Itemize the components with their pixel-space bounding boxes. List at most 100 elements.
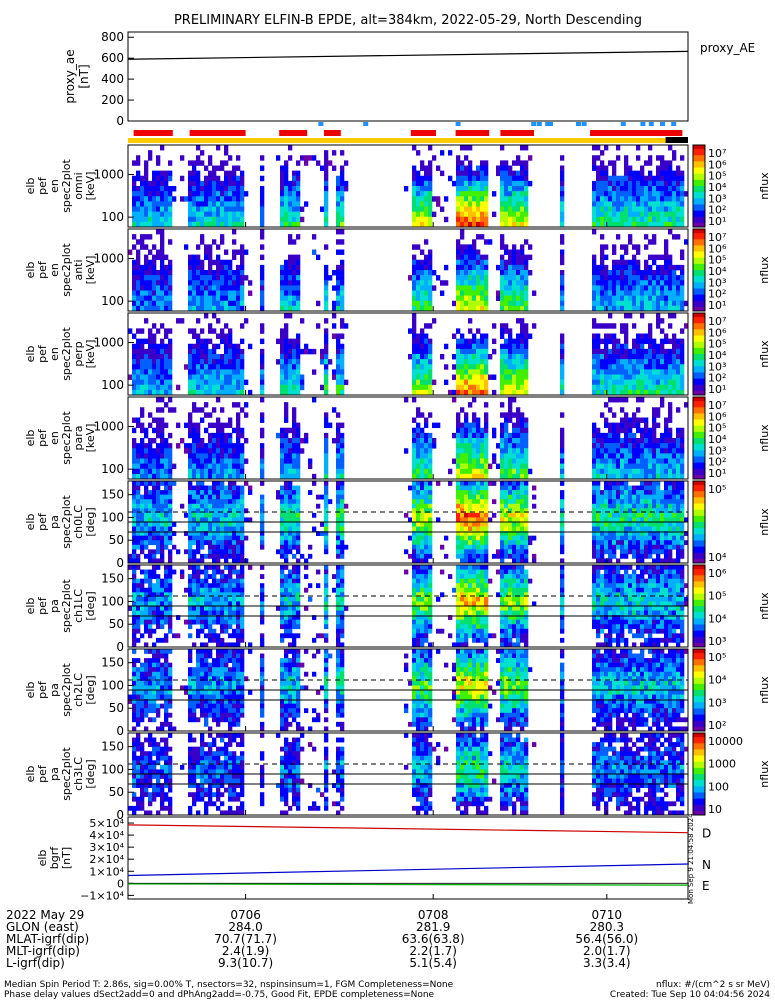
heatmap-cell bbox=[464, 508, 469, 514]
heatmap-cell bbox=[224, 553, 229, 559]
heatmap-cell bbox=[620, 175, 625, 182]
heatmap-cell bbox=[464, 359, 469, 365]
heatmap-cell bbox=[200, 379, 205, 386]
heatmap-cell bbox=[524, 417, 529, 423]
heatmap-cell bbox=[220, 468, 225, 475]
heatmap-cell bbox=[656, 348, 661, 355]
heatmap-cell bbox=[428, 540, 433, 546]
heatmap-cell bbox=[196, 512, 201, 518]
heatmap-cell bbox=[204, 338, 209, 345]
heatmap-cell bbox=[676, 364, 681, 370]
heatmap-cell bbox=[476, 468, 481, 475]
heatmap-cell bbox=[480, 338, 485, 345]
heatmap-cell bbox=[468, 305, 473, 312]
heatmap-cell bbox=[160, 175, 165, 182]
heatmap-cell bbox=[420, 490, 425, 495]
heatmap-cell bbox=[480, 270, 485, 276]
heatmap-cell bbox=[260, 494, 265, 500]
heatmap-cell bbox=[448, 150, 453, 156]
heatmap-cell bbox=[208, 275, 213, 281]
heatmap-cell bbox=[676, 275, 681, 281]
heatmap-cell bbox=[476, 275, 481, 281]
heatmap-cell bbox=[180, 503, 185, 509]
heatmap-cell bbox=[512, 259, 517, 266]
heatmap-cell bbox=[644, 389, 649, 396]
heatmap-cell bbox=[512, 438, 517, 444]
heatmap-cell bbox=[504, 374, 509, 380]
heatmap-cell bbox=[512, 254, 517, 261]
heatmap-cell bbox=[140, 186, 145, 192]
heatmap-cell bbox=[516, 389, 521, 396]
heatmap-cell bbox=[680, 364, 685, 370]
heatmap-cell bbox=[512, 191, 517, 197]
colorbar-cell bbox=[693, 438, 705, 441]
heatmap-cell bbox=[412, 175, 417, 182]
heatmap-cell bbox=[320, 359, 325, 365]
heatmap-cell bbox=[284, 517, 289, 523]
heatmap-cell bbox=[192, 432, 197, 439]
heatmap-cell bbox=[508, 338, 513, 345]
heatmap-cell bbox=[168, 384, 173, 391]
heatmap-cell bbox=[520, 211, 525, 218]
heatmap-cell bbox=[228, 389, 233, 396]
heatmap-cell bbox=[212, 295, 217, 302]
heatmap-cell bbox=[652, 343, 657, 350]
heatmap-cell bbox=[216, 422, 221, 429]
en-spectra-4-ylabel: en bbox=[48, 431, 61, 445]
heatmap-cell bbox=[184, 531, 189, 536]
heatmap-cell bbox=[464, 259, 469, 266]
heatmap-cell bbox=[216, 259, 221, 266]
heatmap-cell bbox=[168, 494, 173, 500]
heatmap-cell bbox=[156, 290, 161, 296]
heatmap-cell bbox=[236, 503, 241, 509]
heatmap-cell bbox=[468, 295, 473, 302]
heatmap-cell bbox=[424, 359, 429, 365]
heatmap-cell bbox=[156, 549, 161, 555]
heatmap-cell bbox=[660, 354, 665, 360]
heatmap-cell bbox=[592, 264, 597, 271]
heatmap-cell bbox=[604, 165, 609, 171]
heatmap-cell bbox=[416, 384, 421, 391]
heatmap-cell bbox=[412, 508, 417, 514]
heatmap-cell bbox=[608, 280, 613, 286]
colorbar-cell bbox=[693, 169, 705, 173]
heatmap-cell bbox=[656, 206, 661, 212]
heatmap-cell bbox=[192, 499, 197, 505]
heatmap-cell bbox=[628, 206, 633, 212]
heatmap-cell bbox=[144, 389, 149, 396]
heatmap-cell bbox=[484, 535, 489, 541]
heatmap-cell bbox=[296, 427, 301, 434]
heatmap-cell bbox=[600, 468, 605, 475]
heatmap-cell bbox=[608, 180, 613, 187]
heatmap-cell bbox=[336, 499, 341, 505]
heatmap-cell bbox=[444, 364, 449, 370]
heatmap-cell bbox=[428, 170, 433, 177]
heatmap-cell bbox=[192, 354, 197, 360]
heatmap-cell bbox=[132, 531, 137, 536]
heatmap-cell bbox=[288, 221, 293, 228]
heatmap-cell bbox=[560, 180, 565, 187]
heatmap-cell bbox=[612, 338, 617, 345]
heatmap-cell bbox=[152, 295, 157, 302]
heatmap-cell bbox=[428, 379, 433, 386]
heatmap-cell bbox=[152, 285, 157, 291]
heatmap-cell bbox=[248, 343, 253, 350]
heatmap-cell bbox=[292, 201, 297, 207]
heatmap-cell bbox=[196, 384, 201, 391]
heatmap-cell bbox=[460, 264, 465, 271]
heatmap-cell bbox=[200, 191, 205, 197]
heatmap-cell bbox=[672, 389, 677, 396]
heatmap-cell bbox=[164, 453, 169, 459]
heatmap-cell bbox=[144, 300, 149, 307]
heatmap-cell bbox=[480, 369, 485, 375]
heatmap-cell bbox=[640, 196, 645, 202]
heatmap-cell bbox=[240, 558, 245, 564]
heatmap-cell bbox=[632, 369, 637, 375]
heatmap-cell bbox=[416, 544, 421, 550]
heatmap-cell bbox=[204, 285, 209, 291]
heatmap-cell bbox=[464, 295, 469, 302]
heatmap-cell bbox=[648, 438, 653, 444]
heatmap-cell bbox=[504, 285, 509, 291]
heatmap-cell bbox=[324, 494, 329, 500]
heatmap-cell bbox=[288, 234, 293, 240]
